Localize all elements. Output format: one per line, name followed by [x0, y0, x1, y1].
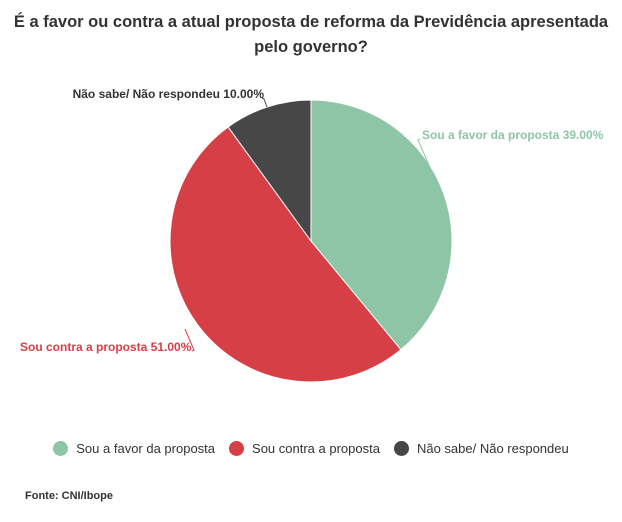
chart-legend: Sou a favor da proposta Sou contra a pro…	[0, 441, 622, 456]
source-note: Fonte: CNI/Ibope	[25, 490, 113, 502]
pie-slice-favor[interactable]	[310, 99, 453, 351]
slice-connector-contra	[184, 328, 195, 352]
legend-label-nao-sabe: Não sabe/ Não respondeu	[416, 441, 569, 456]
legend-item-contra[interactable]: Sou contra a proposta	[229, 441, 380, 456]
chart-title: É a favor ou contra a atual proposta de …	[10, 10, 612, 60]
slice-label-favor: Sou a favor da proposta 39.00%	[422, 128, 604, 142]
legend-label-favor: Sou a favor da proposta	[76, 441, 216, 456]
slice-label-nao-sabe: Não sabe/ Não respondeu 10.00%	[73, 87, 265, 101]
legend-item-nao-sabe[interactable]: Não sabe/ Não respondeu	[393, 441, 569, 456]
legend-label-contra: Sou contra a proposta	[252, 441, 380, 456]
pie-chart: Sou a favor da proposta 39.00% Sou contra…	[20, 87, 604, 383]
legend-item-favor[interactable]: Sou a favor da proposta	[53, 441, 215, 456]
legend-swatch-favor	[53, 441, 69, 456]
slice-connector-nao-sabe	[261, 97, 268, 108]
legend-swatch-contra	[229, 441, 245, 456]
chart-title-line-2: pelo governo?	[254, 38, 368, 56]
slice-connector-favor	[417, 138, 442, 194]
legend-swatch-nao-sabe	[393, 441, 409, 456]
pie-slice-nao-sabe[interactable]	[227, 99, 312, 243]
pie-slice-contra[interactable]	[169, 126, 402, 383]
chart-title-line-1: É a favor ou contra a atual proposta de …	[13, 13, 609, 31]
slice-label-contra: Sou contra a proposta 51.00%	[20, 340, 192, 354]
